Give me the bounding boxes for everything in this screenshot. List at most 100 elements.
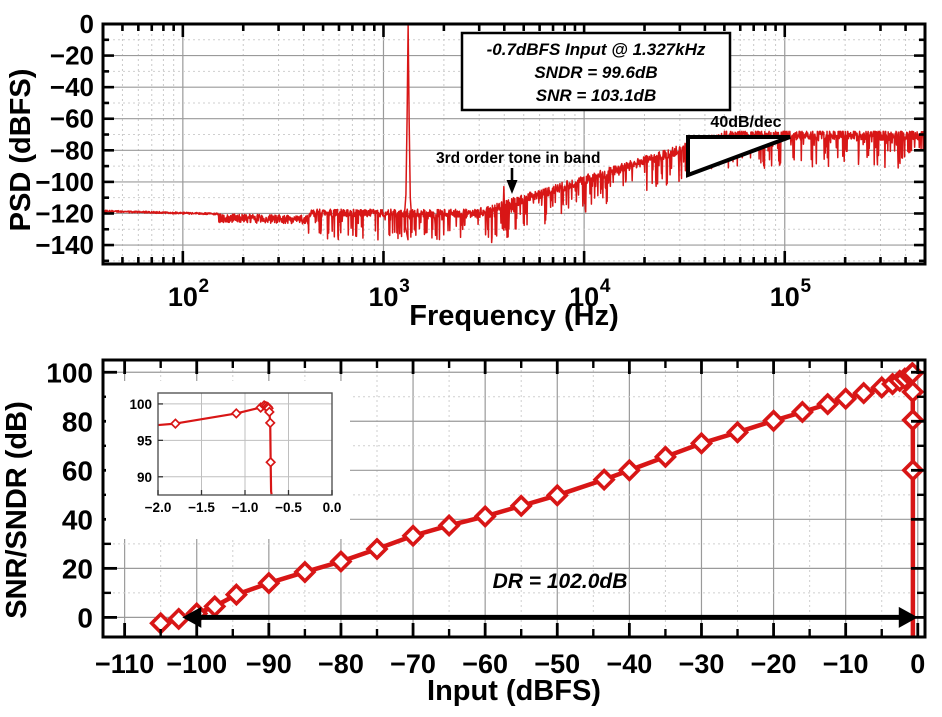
snr-y-tick-label: 40 [62, 504, 93, 535]
snr-data-marker [592, 468, 616, 492]
snr-data-marker [224, 583, 248, 607]
measurement-line-3: SNR = 103.1dB [536, 86, 656, 105]
svg-text:10: 10 [168, 282, 198, 312]
svg-text:3: 3 [399, 276, 410, 297]
measurement-line-1: -0.7dBFS Input @ 1.327kHz [487, 40, 706, 59]
snr-data-marker [509, 494, 533, 518]
inset-y-tick-label: 90 [137, 470, 152, 485]
svg-text:5: 5 [800, 276, 811, 297]
snr-data-marker [167, 607, 191, 631]
snr-data-marker [203, 594, 227, 618]
psd-y-tick-labels: 0−20−40−60−80−100−120−140 [35, 9, 94, 260]
snr-y-axis-title: SNR/SNDR (dB) [1, 401, 33, 619]
psd-y-tick-label: 0 [80, 9, 94, 39]
slope-triangle-shape [686, 135, 791, 178]
inset-y-tick-labels: 90 95 100 [129, 397, 152, 485]
peak-detail-inset: −2.0 −1.5 −1.0 −0.5 0.0 90 95 100 [106, 381, 350, 539]
measurement-box-outline [460, 31, 732, 112]
svg-text:2: 2 [199, 276, 210, 297]
snr-y-tick-label: 20 [62, 553, 93, 584]
slope-triangle-label: 40dB/dec [710, 114, 781, 131]
measurement-annotation-box: -0.7dBFS Input @ 1.327kHz SNDR = 99.6dB … [460, 31, 732, 112]
snr-data-marker [401, 524, 425, 548]
dynamic-range-arrow-head-left [182, 606, 202, 628]
snr-data-marker [852, 381, 876, 405]
inset-x-tick-label: 0.0 [323, 500, 342, 515]
snr-sndr-panel: 0 20 40 60 80 100 −110 −100 −90 −80 −70 −60 −50 −40−… [0, 345, 942, 717]
snr-x-tick-labels: −110 −100 −90 −80 −70 −60 −50 −40 −30 −20 −10 0 [95, 649, 925, 679]
svg-text:10: 10 [368, 282, 398, 312]
snr-data-marker [790, 400, 814, 424]
psd-spectrum-svg: 0−20−40−60−80−100−120−140 10 2 10 3 10 4 10 5 P… [5, 9, 927, 332]
third-order-tone-annotation: 3rd order tone in band [436, 150, 600, 194]
dynamic-range-label: DR = 102.0dB [493, 570, 628, 593]
snr-x-tick-label: −70 [390, 649, 436, 679]
snr-data-marker [365, 537, 389, 561]
snr-data-marker [689, 431, 714, 455]
psd-y-tick-label: −80 [50, 135, 94, 165]
snr-x-tick-label: 0 [910, 649, 925, 679]
third-order-tone-arrow-head [506, 180, 518, 194]
psd-x-tick-label: 10 3 [368, 276, 409, 312]
snr-x-tick-label: −100 [166, 649, 227, 679]
inset-y-tick-label: 100 [129, 397, 152, 412]
snr-x-tick-label: −80 [318, 649, 364, 679]
third-order-tone-label: 3rd order tone in band [436, 150, 600, 167]
snr-y-tick-label: 100 [46, 357, 93, 388]
psd-y-tick-label: −60 [50, 104, 94, 134]
psd-x-tick-label: 10 4 [569, 276, 611, 312]
psd-x-axis-title: Frequency (Hz) [409, 300, 618, 332]
psd-y-tick-label: −100 [35, 167, 94, 197]
snr-y-tick-labels: 0 20 40 60 80 100 [46, 357, 93, 633]
inset-ticks [157, 403, 333, 495]
dynamic-range-arrow-head-right [898, 606, 918, 628]
snr-data-marker [617, 458, 641, 482]
snr-data-marker [329, 549, 353, 574]
snr-x-tick-label: −90 [246, 649, 292, 679]
psd-x-tick-label: 10 2 [168, 276, 209, 312]
snr-data-marker [834, 387, 858, 411]
snr-x-tick-label: −60 [462, 649, 508, 679]
measurement-line-2: SNDR = 99.6dB [534, 63, 657, 82]
snr-data-marker [437, 513, 461, 538]
inset-background [106, 381, 350, 539]
inset-y-tick-label: 95 [137, 433, 153, 448]
inset-x-tick-label: −1.5 [188, 500, 215, 515]
inset-trace [158, 399, 277, 495]
psd-y-tick-label: −140 [35, 230, 94, 260]
snr-x-tick-label: −30 [679, 649, 725, 679]
dynamic-range-annotation: DR = 102.0dB [182, 570, 918, 628]
snr-x-tick-label: −10 [823, 649, 869, 679]
svg-text:4: 4 [600, 276, 611, 297]
snr-x-axis-title: Input (dBFS) [427, 675, 601, 707]
inset-data-marker [263, 406, 275, 418]
inset-data-marker [230, 407, 242, 419]
snr-frame-rect [101, 358, 927, 639]
inset-x-tick-label: −1.0 [232, 500, 259, 515]
svg-text:10: 10 [770, 282, 800, 312]
snr-plot-frame [101, 358, 927, 639]
inset-data-marker [169, 418, 181, 430]
psd-y-tick-label: −40 [50, 72, 94, 102]
snr-data-marker [762, 409, 786, 433]
snr-data-marker [653, 445, 677, 469]
svg-text:10: 10 [569, 282, 599, 312]
psd-frame-rect [101, 22, 927, 266]
snr-data-marker [816, 392, 840, 416]
inset-x-tick-label: −0.5 [275, 500, 302, 515]
snr-x-tick-label: −50 [534, 649, 580, 679]
psd-y-tick-label: −120 [35, 198, 94, 228]
snr-x-tick-label: −20 [751, 649, 797, 679]
psd-x-tick-label: 10 5 [770, 276, 812, 312]
psd-plot-frame [101, 22, 927, 266]
inset-x-tick-label: −2.0 [145, 500, 172, 515]
psd-y-tick-label: −20 [50, 41, 94, 71]
psd-y-axis-title: PSD (dBFS) [5, 69, 37, 232]
inset-data-marker [265, 456, 277, 468]
snr-y-tick-label: 0 [77, 602, 93, 633]
snr-data-marker [545, 483, 569, 507]
slope-triangle-annotation: 40dB/dec [686, 114, 791, 178]
inset-x-tick-labels: −2.0 −1.5 −1.0 −0.5 0.0 [145, 500, 342, 515]
